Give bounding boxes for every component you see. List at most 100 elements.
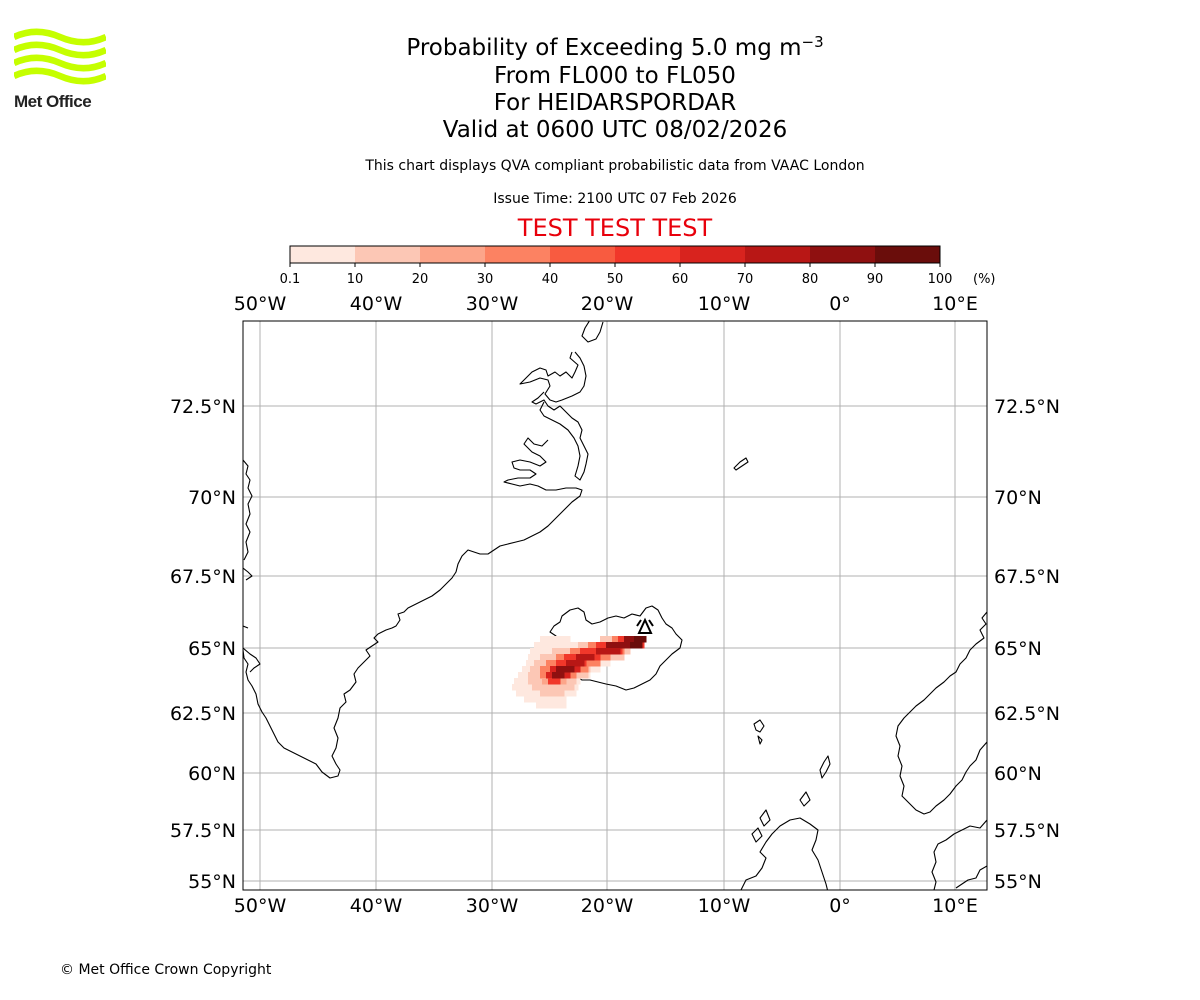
- plume-cell: [564, 642, 571, 649]
- plume-cell: [624, 648, 631, 655]
- plume-cell: [524, 672, 531, 679]
- latitude-label-right: 62.5°N: [994, 703, 1060, 725]
- plume-cell: [556, 684, 563, 691]
- plume-cell: [546, 666, 553, 673]
- plume-cell: [556, 666, 563, 673]
- colorbar-tick-label: 20: [412, 272, 429, 287]
- longitude-label-bottom: 30°W: [466, 895, 519, 917]
- plume-cell: [548, 702, 555, 709]
- latitude-label-left: 55°N: [188, 871, 236, 893]
- longitude-label-bottom: 0°: [829, 895, 851, 917]
- plume-cell: [560, 678, 567, 685]
- plume-cell: [536, 702, 543, 709]
- plume-cell: [540, 666, 547, 673]
- greenland-coastline: [243, 321, 604, 779]
- plume-cell: [558, 642, 565, 649]
- plume-cell: [526, 660, 533, 667]
- plume-cell: [552, 642, 559, 649]
- plume-cell: [522, 690, 529, 697]
- latitude-label-left: 57.5°N: [170, 820, 236, 842]
- plume-cell: [624, 636, 631, 643]
- plume-cell: [576, 654, 583, 661]
- met-office-logo: Met Office: [12, 28, 114, 113]
- latitude-label-right: 72.5°N: [994, 396, 1060, 418]
- plume-cell: [618, 654, 625, 661]
- plume-cell: [546, 660, 553, 667]
- plume-cell: [550, 666, 557, 673]
- colorbar-swatch: [745, 246, 811, 263]
- plume-cell: [570, 672, 577, 679]
- plume-cell: [554, 678, 561, 685]
- plume-cell: [592, 648, 599, 655]
- plume-cell: [562, 684, 569, 691]
- plume-cell: [564, 648, 571, 655]
- faroe-islands-coastline: [753, 719, 765, 745]
- plume-cell: [534, 654, 541, 661]
- plume-cell: [552, 654, 559, 661]
- plume-cell: [564, 654, 571, 661]
- plume-cell: [528, 654, 535, 661]
- plume-cell: [608, 648, 615, 655]
- jan-mayen-coastline: [733, 457, 749, 471]
- met-office-waves-icon: [12, 28, 108, 85]
- plume-cell: [552, 636, 559, 643]
- latitude-label-right: 70°N: [994, 487, 1042, 509]
- logo-wave: [12, 28, 108, 46]
- plume-cell: [598, 660, 605, 667]
- latitude-label-left: 62.5°N: [170, 703, 236, 725]
- longitude-label-top: 50°W: [234, 293, 287, 315]
- plume-cell: [534, 660, 541, 667]
- plume-cell: [552, 672, 559, 679]
- plume-cell: [630, 642, 637, 649]
- plume-cell: [570, 690, 577, 697]
- plume-cell: [550, 684, 557, 691]
- map-frame: [242, 320, 988, 891]
- plume-cell: [530, 648, 537, 655]
- colorbar-tick-label: 70: [737, 272, 754, 287]
- plume-cell: [562, 666, 569, 673]
- plume-cell: [560, 696, 567, 703]
- colorbar: 0.1 10 20 30 40 50 60 70 80 90 100 (%): [280, 245, 996, 287]
- copyright-notice: © Met Office Crown Copyright: [60, 962, 272, 978]
- longitude-label-bottom: 20°W: [581, 895, 634, 917]
- plume-cell: [520, 678, 527, 685]
- plume-cell: [598, 654, 605, 661]
- logo-text: Met Office: [14, 92, 92, 111]
- longitude-label-bottom: 10°E: [932, 895, 978, 917]
- logo-wave: [12, 41, 108, 59]
- plume-cell: [614, 648, 621, 655]
- plume-cell: [546, 636, 553, 643]
- plume-cell: [564, 678, 571, 685]
- flight-level-range: From FL000 to FL050: [494, 63, 736, 89]
- colorbar-tick-label: 100: [928, 272, 953, 287]
- plume-cell: [624, 642, 631, 649]
- colorbar-swatch: [550, 246, 616, 263]
- plume-cell: [542, 702, 549, 709]
- plume-cell: [518, 672, 525, 679]
- plume-cell: [528, 690, 535, 697]
- latitude-label-right: 55°N: [994, 871, 1042, 893]
- plume-cell: [602, 648, 609, 655]
- latitude-label-left: 72.5°N: [170, 396, 236, 418]
- volcano-triangle-icon: [636, 617, 654, 634]
- plume-cell: [606, 636, 613, 643]
- colorbar-tick-label: 50: [607, 272, 624, 287]
- volcano-name: For HEIDARSPORDAR: [493, 90, 737, 116]
- valid-time: Valid at 0600 UTC 08/02/2026: [442, 117, 788, 143]
- plume-cell: [630, 636, 637, 643]
- plume-cell: [556, 654, 563, 661]
- plume-cell: [636, 642, 643, 649]
- plume-cell: [558, 672, 565, 679]
- plume-cell: [558, 636, 565, 643]
- plume-cell: [606, 642, 613, 649]
- plume-cell: [618, 636, 625, 643]
- plume-cell: [524, 684, 531, 691]
- colorbar-swatch: [615, 246, 681, 263]
- plume-cell: [552, 690, 559, 697]
- plume-cell: [570, 642, 577, 649]
- plume-cell: [578, 660, 585, 667]
- plume-cell: [528, 678, 535, 685]
- plume-cell: [556, 660, 563, 667]
- plume-cell: [600, 636, 607, 643]
- latitude-label-right: 57.5°N: [994, 820, 1060, 842]
